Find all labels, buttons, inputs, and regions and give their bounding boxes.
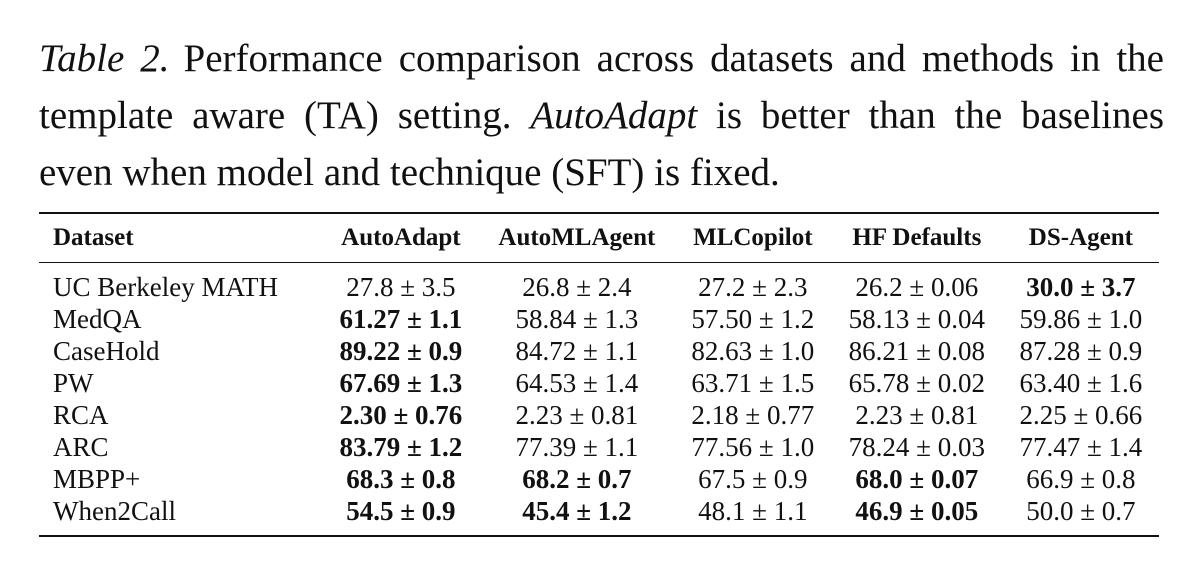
score-cell: 64.53 ± 1.4 [515,367,639,398]
table-row: PW 67.69 ± 1.3 64.53 ± 1.4 63.71 ± 1.5 65.78… [39,367,1159,399]
results-table: Dataset AutoAdapt AutoMLAgent MLCopilot HF D… [39,212,1159,537]
score-cell: 48.1 ± 1.1 [674,495,831,537]
dataset-name-cell: MBPP+ [53,463,141,494]
header-method: AutoAdapt [322,212,479,263]
score-cell: 58.13 ± 0.04 [848,303,985,334]
score-cell: 58.84 ± 1.3 [515,303,639,334]
table-row: RCA 2.30 ± 0.76 2.23 ± 0.81 2.18 ± 0.77 2.23… [39,399,1159,431]
score-cell: 68.2 ± 0.7 [522,463,632,494]
dataset-name-cell: MedQA [53,303,142,334]
dataset-name-cell: UC Berkeley MATH [53,271,278,302]
score-cell: 2.23 ± 0.81 [515,399,639,430]
caption-emphasis: AutoAdapt [530,94,698,137]
score-cell: 65.78 ± 0.02 [848,367,985,398]
score-cell: 66.9 ± 0.8 [1026,463,1136,494]
score-cell: 67.69 ± 1.3 [339,367,463,398]
score-cell: 84.72 ± 1.1 [515,335,639,366]
score-cell: 27.2 ± 2.3 [698,271,808,302]
results-table-container: Dataset AutoAdapt AutoMLAgent MLCopilot HF D… [39,212,1159,537]
score-cell: 45.4 ± 1.2 [479,495,675,537]
score-cell: 26.8 ± 2.4 [522,271,632,302]
table-body: UC Berkeley MATH 27.8 ± 3.5 26.8 ± 2.4 27.2… [39,263,1159,537]
caption-text-part1: Performance comparison across datasets a… [39,37,1164,137]
score-cell: 61.27 ± 1.1 [339,303,463,334]
table-row: When2Call 54.5 ± 0.9 45.4 ± 1.2 48.1 ± 1.1 4… [39,495,1159,537]
table-row: MBPP+ 68.3 ± 0.8 68.2 ± 0.7 67.5 ± 0.9 68.0 … [39,463,1159,495]
score-cell: 78.24 ± 0.03 [848,431,985,462]
score-cell: 82.63 ± 1.0 [691,335,815,366]
header-method: DS-Agent [1002,212,1159,263]
score-cell: 89.22 ± 0.9 [339,335,463,366]
dataset-name-cell: RCA [53,399,109,430]
caption-text-part2: is better than the baselines even when m… [39,94,1165,194]
score-cell: 77.56 ± 1.0 [691,431,815,462]
score-cell: 68.3 ± 0.8 [346,463,456,494]
dataset-name-cell: ARC [53,431,109,462]
score-cell: 46.9 ± 0.05 [830,495,1003,537]
table-row: MedQA 61.27 ± 1.1 58.84 ± 1.3 57.50 ± 1.2 58… [39,303,1159,335]
score-cell: 63.40 ± 1.6 [1019,367,1143,398]
table-header-row: Dataset AutoAdapt AutoMLAgent MLCopilot HF D… [39,212,1159,263]
dataset-name-cell: CaseHold [53,335,160,366]
dataset-name-cell: PW [53,367,94,398]
score-cell: 2.23 ± 0.81 [855,399,979,430]
score-cell: 30.0 ± 3.7 [1026,271,1136,302]
score-cell: 67.5 ± 0.9 [698,463,808,494]
header-dataset: Dataset [39,212,323,263]
table-row: CaseHold 89.22 ± 0.9 84.72 ± 1.1 82.63 ± 1.… [39,335,1159,367]
score-cell: 2.25 ± 0.66 [1019,399,1143,430]
score-cell: 2.18 ± 0.77 [691,399,815,430]
table-caption: Table 2. Performance comparison across da… [39,30,1164,201]
score-cell: 63.71 ± 1.5 [691,367,815,398]
score-cell: 54.5 ± 0.9 [322,495,479,537]
score-cell: 59.86 ± 1.0 [1019,303,1143,334]
score-cell: 26.2 ± 0.06 [855,271,979,302]
score-cell: 77.47 ± 1.4 [1019,431,1143,462]
score-cell: 87.28 ± 0.9 [1019,335,1143,366]
header-method: MLCopilot [674,212,831,263]
header-method: AutoMLAgent [479,212,675,263]
header-method: HF Defaults [830,212,1003,263]
score-cell: 27.8 ± 3.5 [346,271,456,302]
score-cell: 77.39 ± 1.1 [515,431,639,462]
score-cell: 68.0 ± 0.07 [855,463,979,494]
table-row: ARC 83.79 ± 1.2 77.39 ± 1.1 77.56 ± 1.0 78.2… [39,431,1159,463]
score-cell: 86.21 ± 0.08 [848,335,985,366]
score-cell: 57.50 ± 1.2 [691,303,815,334]
score-cell: 83.79 ± 1.2 [339,431,463,462]
caption-label: Table 2. [39,37,170,80]
table-row: UC Berkeley MATH 27.8 ± 3.5 26.8 ± 2.4 27.2… [39,263,1159,304]
score-cell: 2.30 ± 0.76 [339,399,463,430]
dataset-name-cell: When2Call [39,495,323,537]
score-cell: 50.0 ± 0.7 [1002,495,1159,537]
